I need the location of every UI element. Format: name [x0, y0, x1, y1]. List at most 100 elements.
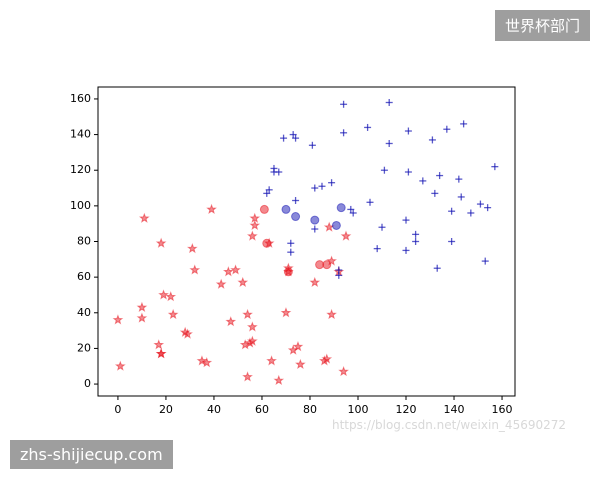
- star-point: [112, 314, 124, 325]
- plus-point: [428, 136, 436, 144]
- plus-point: [491, 163, 499, 171]
- y-tick-label: 160: [70, 92, 91, 105]
- star-point: [242, 371, 253, 382]
- plus-point: [484, 204, 492, 212]
- circle-point: [331, 220, 341, 230]
- circle-point: [262, 238, 272, 248]
- circle-point: [281, 204, 291, 214]
- plus-point: [481, 257, 489, 265]
- plus-point: [433, 264, 441, 272]
- star-point: [273, 374, 285, 386]
- star-point: [249, 219, 261, 231]
- circle-point: [310, 215, 320, 225]
- plus-point: [385, 99, 393, 107]
- plus-point: [402, 216, 410, 224]
- plus-point: [311, 225, 319, 233]
- star-point: [186, 243, 198, 254]
- x-tick-label: 40: [207, 403, 221, 416]
- y-tick-label: 0: [84, 377, 91, 390]
- plus-point: [287, 239, 295, 247]
- star-point: [189, 264, 201, 275]
- star-point: [326, 255, 337, 266]
- star-point: [222, 266, 234, 277]
- star-point: [326, 308, 337, 320]
- star-point: [165, 291, 177, 302]
- circle-point: [336, 203, 346, 213]
- star-point: [225, 316, 237, 327]
- plus-point: [349, 209, 357, 217]
- star-point: [182, 328, 193, 339]
- plus-point: [436, 172, 444, 180]
- plus-point: [340, 100, 348, 108]
- plus-point: [265, 186, 273, 194]
- star-point: [247, 335, 258, 346]
- x-tick-label: 120: [396, 403, 417, 416]
- star-point: [340, 230, 352, 241]
- y-tick-label: 20: [77, 341, 91, 354]
- star-point: [155, 237, 167, 248]
- plus-point: [476, 200, 484, 208]
- star-point: [167, 308, 179, 320]
- plus-point: [380, 166, 388, 174]
- plus-point: [311, 184, 319, 192]
- star-point: [249, 212, 261, 223]
- plus-point: [419, 177, 427, 185]
- y-tick-label: 80: [77, 235, 91, 248]
- star-point: [309, 276, 321, 288]
- x-tick-label: 160: [492, 403, 513, 416]
- plus-point: [287, 248, 295, 256]
- star-point: [292, 341, 304, 352]
- plus-point: [340, 129, 348, 137]
- star-point: [237, 276, 249, 288]
- star-point: [247, 321, 258, 332]
- plus-point: [402, 246, 410, 254]
- plus-point: [460, 120, 468, 128]
- plus-point: [263, 189, 271, 197]
- star-point: [153, 339, 165, 350]
- plus-point: [318, 182, 326, 190]
- plus-point: [455, 175, 463, 183]
- plus-point: [385, 139, 393, 147]
- watermark-url: https://blog.csdn.net/weixin_45690272: [332, 418, 567, 432]
- star-point: [242, 308, 253, 320]
- plus-point: [404, 168, 412, 176]
- y-tick-label: 40: [77, 306, 91, 319]
- y-tick-label: 60: [77, 270, 91, 283]
- x-tick-label: 80: [303, 403, 317, 416]
- star-point: [230, 264, 241, 275]
- plus-point: [373, 245, 381, 253]
- star-point: [295, 358, 306, 370]
- circle-point: [283, 267, 293, 277]
- star-point: [136, 312, 148, 323]
- plus-point: [347, 205, 355, 213]
- plus-point: [378, 223, 386, 231]
- y-tick-label: 140: [70, 128, 91, 141]
- plus-point: [366, 198, 374, 206]
- watermark: 世界杯部门: [494, 10, 590, 41]
- x-tick-label: 20: [159, 403, 173, 416]
- plus-point: [275, 168, 283, 176]
- x-tick-label: 0: [114, 403, 121, 416]
- y-tick-label: 120: [70, 163, 91, 176]
- plus-point: [467, 209, 475, 217]
- x-tick-label: 140: [444, 403, 465, 416]
- star-point: [280, 307, 292, 318]
- star-point: [201, 357, 213, 368]
- plus-point: [448, 238, 456, 245]
- plus-point: [292, 197, 300, 205]
- plus-point: [364, 123, 372, 131]
- star-point: [266, 355, 277, 366]
- star-point: [155, 348, 167, 359]
- plus-point: [280, 134, 288, 142]
- star-point: [247, 230, 258, 241]
- plus-point: [431, 189, 439, 197]
- plus-point: [289, 131, 297, 139]
- circle-point: [259, 204, 269, 214]
- circle-point: [291, 212, 301, 222]
- plus-point: [443, 125, 451, 133]
- star-point: [338, 365, 349, 377]
- star-point: [138, 212, 150, 223]
- plus-point: [404, 127, 412, 135]
